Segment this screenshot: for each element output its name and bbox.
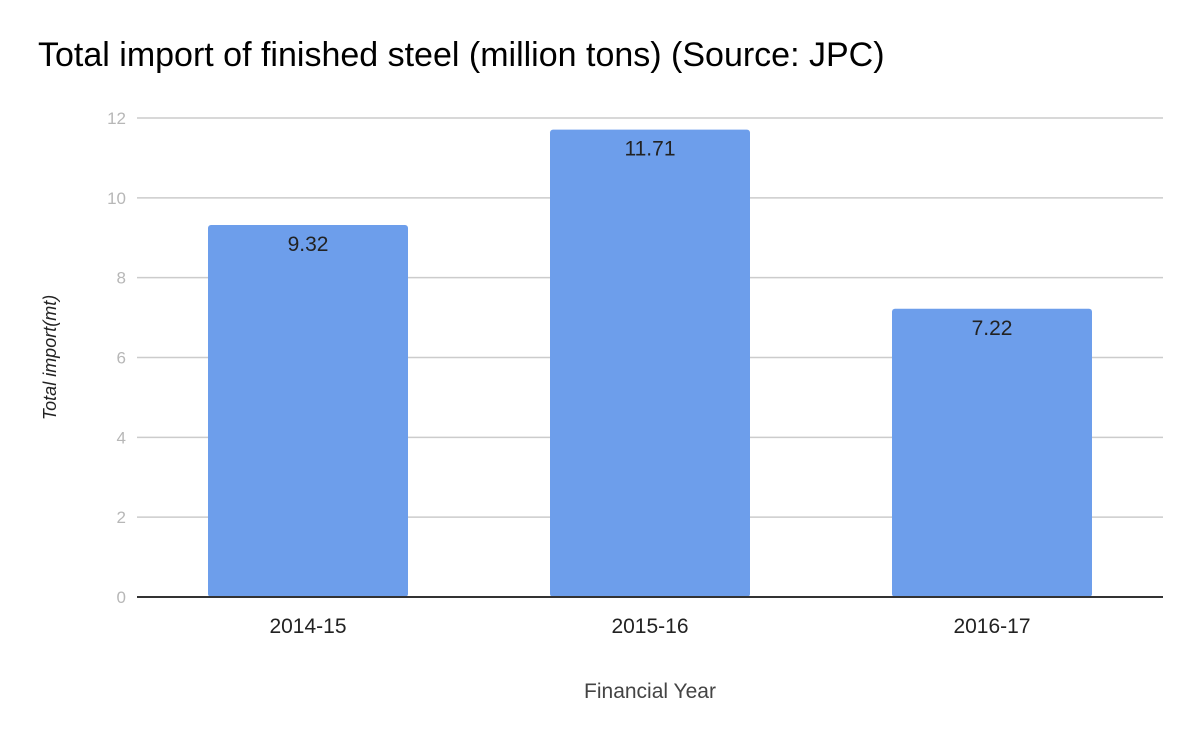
x-tick-label: 2015-16 <box>611 615 688 638</box>
y-tick-label: 6 <box>117 349 126 368</box>
data-label: 11.71 <box>625 138 676 161</box>
y-tick-label: 2 <box>117 508 126 527</box>
y-tick-label: 4 <box>117 428 126 447</box>
y-axis-title: Total import(mt) <box>40 295 60 420</box>
bar <box>892 308 1092 597</box>
y-tick-label: 8 <box>117 269 126 288</box>
bar-layer <box>208 129 1092 597</box>
data-label: 7.22 <box>972 317 1013 340</box>
y-tick-label: 12 <box>107 109 126 128</box>
chart-title: Total import of finished steel (million … <box>38 36 885 74</box>
bar <box>208 224 408 597</box>
label-layer: 0 2 4 6 8 10 12 9.32 2014-15 11.71 2015-16 7.22 2016… <box>107 109 1030 638</box>
data-label: 9.32 <box>288 233 329 256</box>
x-tick-label: 2016-17 <box>953 615 1030 638</box>
x-axis-title: Financial Year <box>584 680 716 703</box>
y-tick-label: 10 <box>107 189 126 208</box>
y-tick-label: 0 <box>117 588 126 607</box>
bar <box>550 129 750 597</box>
x-tick-label: 2014-15 <box>269 615 346 638</box>
